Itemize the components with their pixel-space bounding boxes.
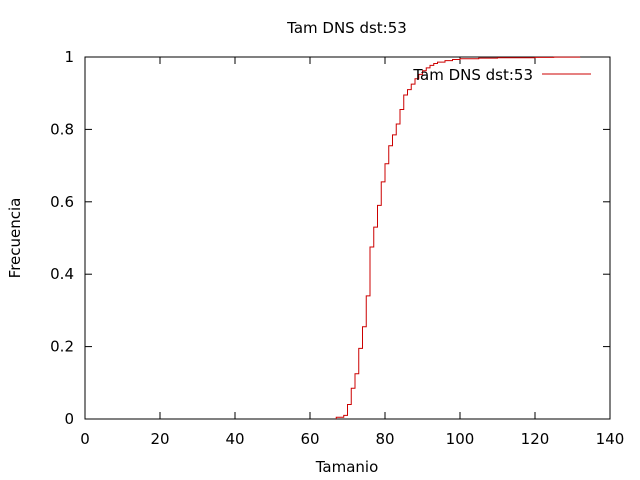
legend-label: Tam DNS dst:53 [412, 66, 533, 84]
y-tick-label: 0.4 [50, 265, 74, 283]
y-axis: 0 0.2 0.4 0.6 0.8 1 [50, 48, 610, 428]
x-tick-label: 0 [80, 430, 90, 448]
x-tick-label: 60 [300, 430, 319, 448]
x-axis-label: Tamanio [315, 458, 379, 476]
plot-area [84, 56, 611, 420]
plot-border [84, 56, 611, 420]
x-axis: 0 20 40 60 80 100 120 140 [80, 57, 624, 448]
chart-title: Tam DNS dst:53 [286, 19, 407, 37]
y-tick-label: 0.6 [50, 193, 74, 211]
y-tick-label: 0 [64, 410, 74, 428]
x-tick-label: 100 [446, 430, 475, 448]
series-layer [335, 56, 581, 419]
series-line [335, 56, 581, 419]
x-tick-label: 140 [596, 430, 625, 448]
x-tick-label: 20 [150, 430, 169, 448]
legend: Tam DNS dst:53 [412, 66, 591, 84]
x-tick-label: 40 [225, 430, 244, 448]
y-tick-label: 0.2 [50, 338, 74, 356]
y-tick-label: 1 [64, 48, 74, 66]
y-axis-label: Frecuencia [6, 198, 24, 279]
x-tick-label: 120 [521, 430, 550, 448]
x-tick-label: 80 [375, 430, 394, 448]
y-tick-label: 0.8 [50, 120, 74, 138]
